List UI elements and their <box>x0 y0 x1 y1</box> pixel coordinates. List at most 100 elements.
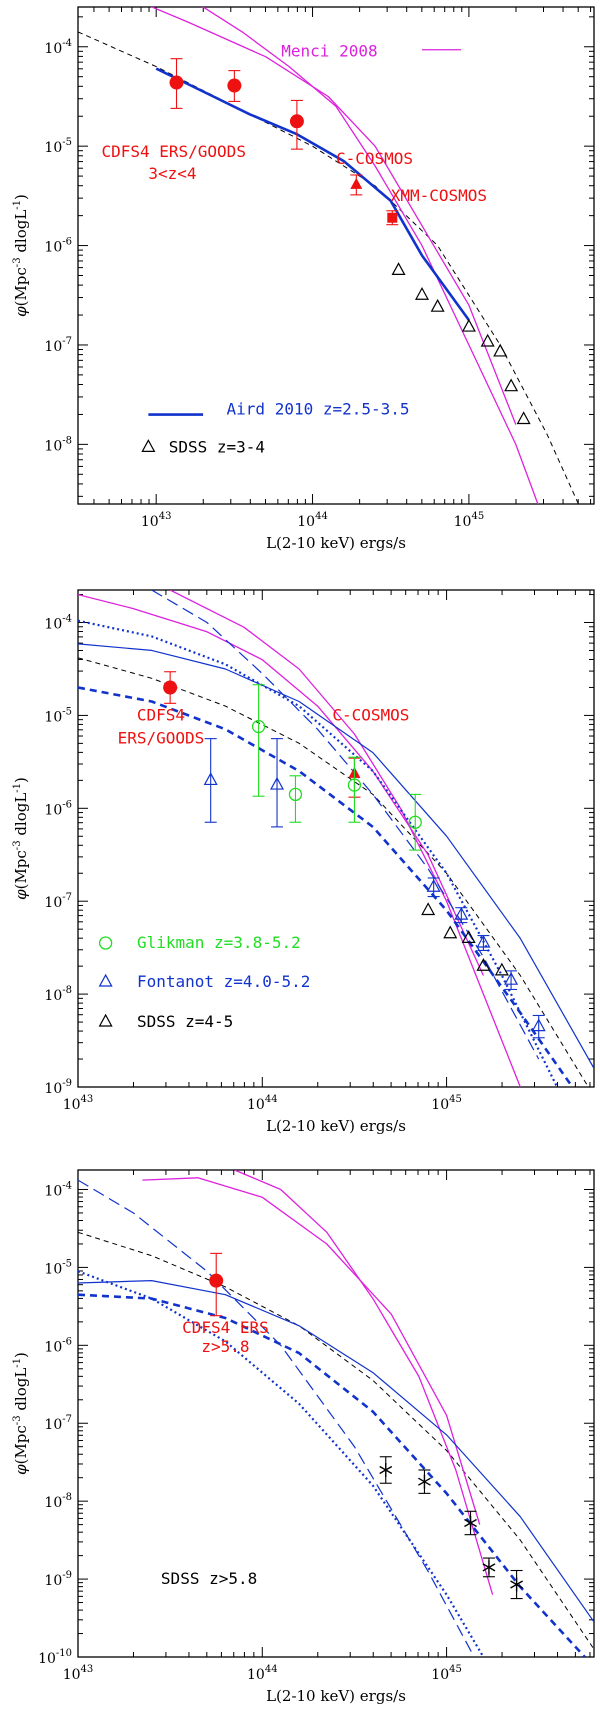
y-tick-label: 10-4 <box>44 1180 72 1199</box>
y-tick-label: 10-10 <box>38 1648 72 1667</box>
legend-marker <box>98 1013 113 1027</box>
legend-marker <box>98 973 113 987</box>
y-tick-label: 10-5 <box>44 706 72 725</box>
plot-frame <box>77 589 595 1088</box>
data-point-sdss <box>421 902 436 916</box>
data-point-cdfs4 <box>209 1273 224 1288</box>
error-bar <box>348 756 361 823</box>
y-tick-label: 10-8 <box>44 435 72 454</box>
y-tick-label: 10-9 <box>44 1078 72 1097</box>
data-point-fontanot <box>426 879 441 892</box>
x-axis-label: L(2-10 keV) ergs/s <box>266 1687 406 1705</box>
y-tick-label: 10-8 <box>44 985 72 1004</box>
series-line-model-dashed <box>78 657 589 1087</box>
x-tick-label: 1043 <box>63 1664 94 1683</box>
annotation-label: CDFS4 <box>137 705 185 724</box>
data-point-sdss <box>461 930 476 943</box>
series-line-blue-solid <box>78 1280 594 1623</box>
y-tick-label: 10-6 <box>44 237 72 256</box>
data-point-sdss <box>430 298 445 312</box>
chart-panel-3: 1043 1044 1045 10-4 10-5 10-6 10-7 10-8 10-9 10-1… <box>12 1169 595 1705</box>
data-point-glikman <box>288 787 303 802</box>
data-point-cdfs4 <box>163 680 178 695</box>
y-tick-label: 10-9 <box>44 1570 72 1589</box>
data-point-c-cosmos <box>350 177 363 189</box>
annotation-label: 3<z<4 <box>148 164 196 183</box>
data-point-fontanot <box>270 776 285 790</box>
data-point-sdss <box>494 962 509 976</box>
data-point-sdss <box>414 287 430 300</box>
data-point-sdss <box>480 333 495 347</box>
data-point-cdfs4 <box>169 75 184 90</box>
series-line-menci-2008-upper <box>150 7 517 425</box>
series-line-blue-dotted <box>78 619 559 1087</box>
plot-frame <box>77 1169 595 1658</box>
data-point-sdss <box>476 957 491 971</box>
data-point-fontanot <box>454 906 469 920</box>
x-tick-label: 1044 <box>297 511 328 530</box>
error-bar <box>289 775 302 823</box>
annotation-label: Aird 2010 z=2.5-3.5 <box>227 400 410 419</box>
x-axis-label: L(2-10 keV) ergs/s <box>266 1117 406 1135</box>
data-point-sdss <box>443 925 458 939</box>
series-line-blue-thick-dashed <box>78 1293 586 1657</box>
data-point-fontanot <box>504 971 519 985</box>
y-tick-label: 10-4 <box>44 38 72 57</box>
chart-panel-1: 1043 1044 1045 10-4 10-5 10-6 10-7 10-8 L(2-10 k… <box>12 6 595 552</box>
annotation-label: Glikman z=3.8-5.2 <box>137 933 301 952</box>
data-point-sdss <box>482 1560 496 1575</box>
series-line-model-dashed <box>78 1231 594 1650</box>
legend-marker <box>98 936 113 950</box>
x-tick-label: 1045 <box>431 1664 462 1683</box>
data-point-sdss <box>504 378 519 392</box>
error-bar <box>252 684 265 797</box>
annotation-label: ERS/GOODS <box>118 729 205 748</box>
data-point-sdss <box>516 411 531 425</box>
series-line-aird-2010-z-2-5-3-5 <box>155 67 470 321</box>
annotation-label: Menci 2008 <box>281 42 377 61</box>
annotation-label: SDSS z=3-4 <box>169 437 265 456</box>
annotation-label: CDFS4 ERS/GOODS <box>101 142 246 161</box>
data-point-glikman <box>251 719 266 734</box>
y-tick-label: 10-7 <box>44 336 72 355</box>
x-tick-label: 1045 <box>431 1094 462 1113</box>
data-point-sdss <box>493 343 508 357</box>
annotation-label: Fontanot z=4.0-5.2 <box>137 972 310 991</box>
data-point-glikman <box>408 815 422 829</box>
data-point-glikman <box>347 778 362 792</box>
annotation-label: XMM-COSMOS <box>391 186 487 205</box>
data-point-fontanot <box>203 772 218 786</box>
annotation-label: C-COSMOS <box>332 705 409 724</box>
y-tick-label: 10-8 <box>44 1492 72 1511</box>
data-point-sdss <box>510 1577 524 1592</box>
series-line-menci-upper <box>78 593 484 976</box>
series-line-blue-dotted <box>78 1270 485 1657</box>
annotation-label: z>5.8 <box>201 1337 249 1356</box>
data-point-fontanot <box>531 1018 546 1032</box>
chart-panel-2: 1043 1044 1045 10-4 10-5 10-6 10-7 10-8 10-9 L(2-… <box>12 589 595 1135</box>
x-tick-label: 1044 <box>247 1664 278 1683</box>
series-line-blue-long-dash <box>151 590 540 1060</box>
annotation-label: SDSS z=4-5 <box>137 1012 233 1031</box>
error-bar <box>204 738 217 823</box>
data-point-cdfs4 <box>227 78 242 93</box>
data-point-sdss <box>418 1474 431 1489</box>
series-line-menci-lower <box>169 590 521 1087</box>
series-line-menci-lower <box>234 1170 494 1595</box>
series-line-blue-long-dash <box>78 1179 475 1657</box>
legend-marker <box>141 439 156 452</box>
y-tick-label: 10-5 <box>44 137 72 156</box>
y-axis-label: φ(Mpc-3 dlogL-1) <box>12 1352 30 1475</box>
error-bar <box>271 738 284 828</box>
y-tick-label: 10-7 <box>44 892 72 911</box>
x-tick-label: 1044 <box>247 1094 278 1113</box>
series-line-menci-2008-lower <box>201 7 539 504</box>
data-point-cdfs4 <box>289 114 304 129</box>
x-tick-label: 1043 <box>63 1094 94 1113</box>
annotation-label: SDSS z>5.8 <box>161 1569 257 1588</box>
x-axis-label: L(2-10 keV) ergs/s <box>266 534 406 552</box>
x-tick-label: 1043 <box>141 511 172 530</box>
x-tick-label: 1045 <box>454 511 485 530</box>
data-point-sdss <box>391 262 406 276</box>
data-point-sdss <box>379 1462 393 1477</box>
